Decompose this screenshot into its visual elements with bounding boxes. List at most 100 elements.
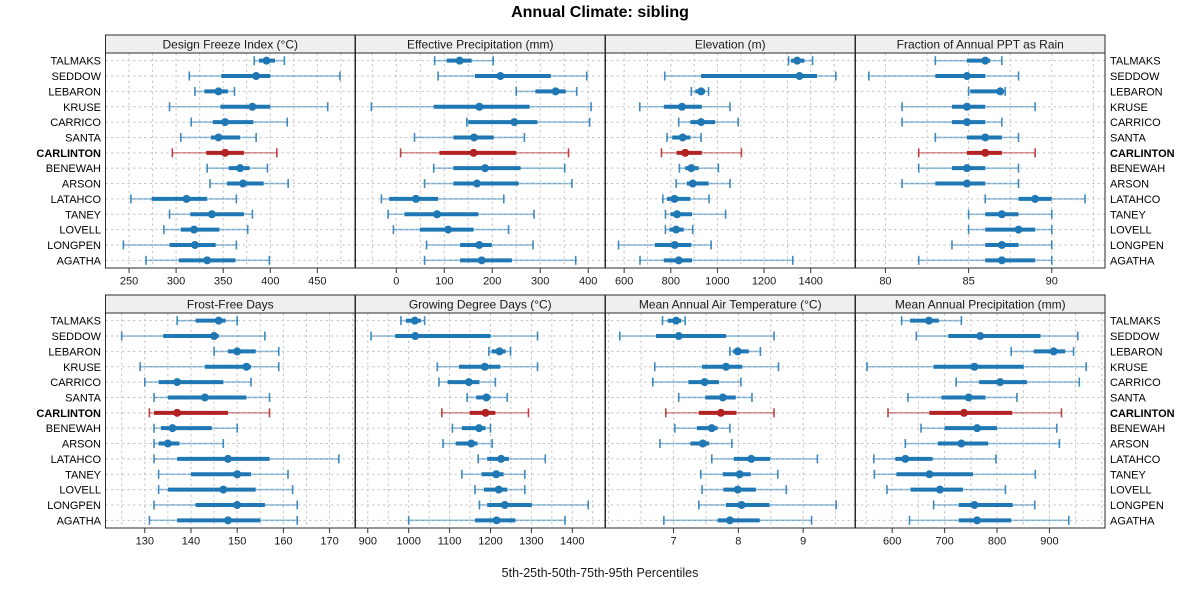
error-bar-arson-growing-degree-days-c [442,439,493,449]
median-dot [707,424,716,433]
median-dot [962,118,971,127]
axis-tick-label: 140 [182,536,200,548]
axis-tick-label: 1400 [560,536,584,548]
error-bar-lebaron-mean-annual-precipitation-mm [1010,346,1075,356]
station-label-right: SANTA [1110,132,1147,144]
panel-border-effective-precipitation-mm [355,52,606,269]
median-dot [996,378,1005,387]
median-dot [214,133,223,142]
panel-header-mean-annual-precipitation-mm [855,294,1106,314]
error-bar-santa-mean-annual-air-temperature-c [677,392,753,402]
station-label-left: SEDDOW [52,71,102,83]
error-bar-lovell-effective-precipitation-mm [392,225,510,235]
station-label-left: CARLINTON [36,148,101,160]
error-bar-agatha-mean-annual-precipitation-mm [908,515,1070,525]
error-bar-carlinton-elevation-m [660,148,743,158]
median-dot [674,332,683,341]
error-bar-longpen-mean-annual-air-temperature-c [698,500,838,510]
median-dot [207,210,216,219]
median-dot [481,408,490,417]
median-dot [500,500,509,509]
median-dot [1031,194,1040,203]
median-dot [469,148,478,157]
panel-title-growing-degree-days-c: Growing Degree Days (°C) [409,298,552,312]
median-dot [997,210,1006,219]
median-dot [252,72,261,81]
axis-tick-label: 600 [615,276,633,288]
median-dot [1014,225,1023,234]
error-bar-carrico-mean-annual-air-temperature-c [652,377,742,387]
station-label-right: TALMAKS [1110,56,1161,68]
axis-tick-label: 200 [483,276,501,288]
error-bar-lovell-fraction-of-annual-ppt-as-rain [967,225,1053,235]
median-dot [970,362,979,371]
error-bar-santa-design-freeze-index-c [180,132,257,142]
station-label-right: ARSON [1110,439,1149,451]
median-dot [410,316,419,325]
station-label-left: LONGPEN [47,500,101,512]
median-dot [670,240,679,249]
median-dot [223,516,232,525]
station-label-left: LATAHCO [51,194,102,206]
station-label-left: TANEY [65,209,102,221]
axis-tick-label: 800 [662,276,680,288]
median-dot [262,56,271,65]
median-dot [733,347,742,356]
median-dot [190,240,199,249]
error-bar-arson-mean-annual-precipitation-mm [904,439,1061,449]
error-bar-arson-fraction-of-annual-ppt-as-rain [901,179,1020,189]
station-label-right: SEDDOW [1110,331,1160,343]
error-bar-benewah-fraction-of-annual-ppt-as-rain [917,163,1020,173]
station-label-left: LONGPEN [47,240,101,252]
error-bar-arson-elevation-m [675,179,731,189]
median-dot [970,500,979,509]
error-bar-kruse-frost-free-days [139,362,280,372]
axis-tick-label: 1100 [438,536,462,548]
panel-title-fraction-of-annual-ppt-as-rain: Fraction of Annual PPT as Rain [897,38,1064,52]
error-bar-talmaks-fraction-of-annual-ppt-as-rain [934,56,1003,66]
error-bar-carlinton-fraction-of-annual-ppt-as-rain [917,148,1036,158]
median-dot [962,72,971,81]
median-dot [182,194,191,203]
median-dot [242,362,251,371]
error-bar-carrico-mean-annual-precipitation-mm [955,377,1081,387]
axis-tick-label: 600 [883,536,901,548]
median-dot [981,56,990,65]
error-bar-carrico-effective-precipitation-mm [466,117,591,127]
error-bar-lebaron-design-freeze-index-c [194,86,236,96]
axis-tick-label: 900 [1040,536,1058,548]
median-dot [737,500,746,509]
median-dot [962,164,971,173]
error-bar-longpen-elevation-m [617,240,712,250]
median-dot [444,225,453,234]
error-bar-lovell-mean-annual-air-temperature-c [701,485,788,495]
axis-tick-label: 450 [308,276,326,288]
median-dot [697,87,706,96]
station-label-left: TALMAKS [50,56,101,68]
error-bar-longpen-fraction-of-annual-ppt-as-rain [951,240,1053,250]
station-label-right: TANEY [1110,469,1147,481]
median-dot [497,454,506,463]
error-bar-carlinton-growing-degree-days-c [441,408,530,418]
error-bar-seddow-effective-precipitation-mm [437,71,588,81]
error-bar-taney-fraction-of-annual-ppt-as-rain [967,209,1053,219]
axis-tick-label: 900 [359,536,377,548]
axis-tick-label: 1000 [396,536,420,548]
error-bar-lebaron-fraction-of-annual-ppt-as-rain [967,86,1007,96]
panel-border-frost-free-days [105,312,356,529]
median-dot [901,454,910,463]
axis-tick-label: 1200 [752,276,776,288]
median-dot [997,240,1006,249]
error-bar-latahco-frost-free-days [153,454,340,464]
error-bar-arson-frost-free-days [153,439,225,449]
station-label-left: LOVELL [59,485,101,497]
median-dot [203,256,212,265]
station-label-right: BENEWAH [1110,163,1165,175]
panel-title-design-freeze-index-c: Design Freeze Index (°C) [162,38,298,52]
station-label-right: CARLINTON [1110,408,1175,420]
error-bar-lovell-elevation-m [664,225,694,235]
station-label-left: ARSON [62,439,101,451]
error-bar-santa-frost-free-days [153,392,271,402]
axis-tick-label: 250 [120,276,138,288]
